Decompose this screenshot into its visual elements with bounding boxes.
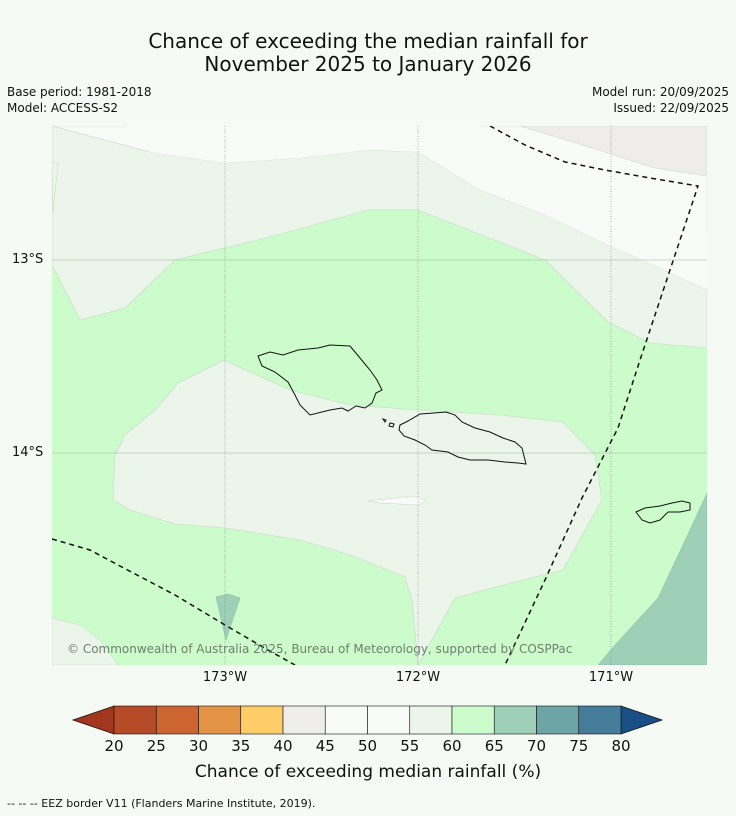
colorbar — [71, 705, 664, 735]
colorbar-segment-25-30 — [155, 705, 199, 735]
lon-label-173w: 173°W — [202, 670, 248, 685]
colorbar-arrow-high — [620, 705, 664, 735]
chart-title: Chance of exceeding the median rainfall … — [0, 30, 736, 76]
colorbar-tick-60: 60 — [442, 737, 462, 755]
colorbar-segment-60-65 — [451, 705, 495, 735]
eez-borders — [52, 126, 699, 665]
colorbar-segment-40-45 — [282, 705, 326, 735]
copyright-notice: © Commonwealth of Australia 2025, Bureau… — [67, 642, 573, 656]
colorbar-tick-65: 65 — [484, 737, 504, 755]
lon-label-172w: 172°W — [395, 670, 441, 685]
colorbar-tick-55: 55 — [400, 737, 420, 755]
lat-label-14s: 14°S — [12, 445, 44, 460]
region-55-60-southwest — [52, 617, 119, 665]
colorbar-segment-45-50 — [324, 705, 368, 735]
colorbar-segment-70-75 — [536, 705, 580, 735]
colorbar-tick-25: 25 — [146, 737, 166, 755]
colorbar-tick-45: 45 — [315, 737, 335, 755]
colorbar-tick-30: 30 — [188, 737, 209, 755]
meta-right: Model run: 20/09/2025 Issued: 22/09/2025 — [592, 84, 729, 116]
title-line-2: November 2025 to January 2026 — [204, 52, 532, 76]
colorbar-segment-50-55 — [367, 705, 411, 735]
savaii-island — [257, 344, 383, 416]
colorbar-title: Chance of exceeding median rainfall (%) — [194, 762, 542, 782]
lat-label-13s: 13°S — [12, 252, 44, 267]
region-65-70-southeast — [597, 492, 707, 665]
model-run: Model run: 20/09/2025 — [591, 85, 729, 99]
base-period: Base period: 1981-2018 — [7, 85, 152, 99]
colorbar-tick-80: 80 — [611, 737, 631, 755]
small-islet-2 — [388, 422, 395, 428]
gridlines — [52, 126, 707, 665]
colorbar-arrow-low — [71, 705, 115, 735]
colorbar-segment-20-25 — [113, 705, 157, 735]
colorbar-tick-20: 20 — [104, 737, 124, 755]
tutuila-island — [635, 500, 691, 524]
eez-footnote: -- -- -- EEZ border V11 (Flanders Marine… — [7, 797, 316, 810]
eez-border-southwest — [52, 538, 296, 665]
islands — [257, 344, 691, 524]
issued-date: Issued: 22/09/2025 — [613, 101, 729, 115]
colorbar-tick-35: 35 — [231, 737, 251, 755]
colorbar-segment-35-40 — [240, 705, 284, 735]
region-40-45-northeast — [519, 126, 707, 177]
colorbar-tick-70: 70 — [526, 737, 547, 755]
eez-border-east — [489, 126, 699, 665]
colorbar-tick-50: 50 — [357, 737, 378, 755]
colorbar-tick-75: 75 — [569, 737, 589, 755]
small-islet-1 — [381, 418, 387, 423]
model-name: Model: ACCESS-S2 — [7, 101, 119, 115]
region-65-70-small — [215, 593, 241, 641]
region-55-60-northwest — [52, 126, 707, 290]
region-55-60-central — [112, 359, 603, 665]
colorbar-segment-55-60 — [409, 705, 453, 735]
upolu-island — [398, 411, 527, 465]
region-55-60-west-sliver — [52, 161, 59, 213]
region-45-50-lens — [367, 496, 427, 506]
map-panel — [52, 126, 707, 665]
colorbar-segment-75-80 — [578, 705, 622, 735]
title-line-1: Chance of exceeding the median rainfall … — [148, 29, 588, 53]
meta-left: Base period: 1981-2018 Model: ACCESS-S2 — [7, 84, 152, 116]
colorbar-tick-40: 40 — [273, 737, 293, 755]
lon-label-171w: 171°W — [588, 670, 634, 685]
colorbar-segment-65-70 — [493, 705, 537, 735]
colorbar-segment-30-35 — [198, 705, 242, 735]
